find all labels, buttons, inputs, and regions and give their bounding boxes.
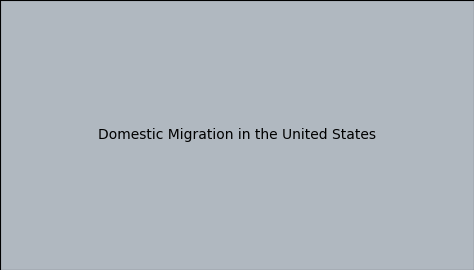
Text: Domestic Migration in the United States: Domestic Migration in the United States — [98, 128, 376, 142]
